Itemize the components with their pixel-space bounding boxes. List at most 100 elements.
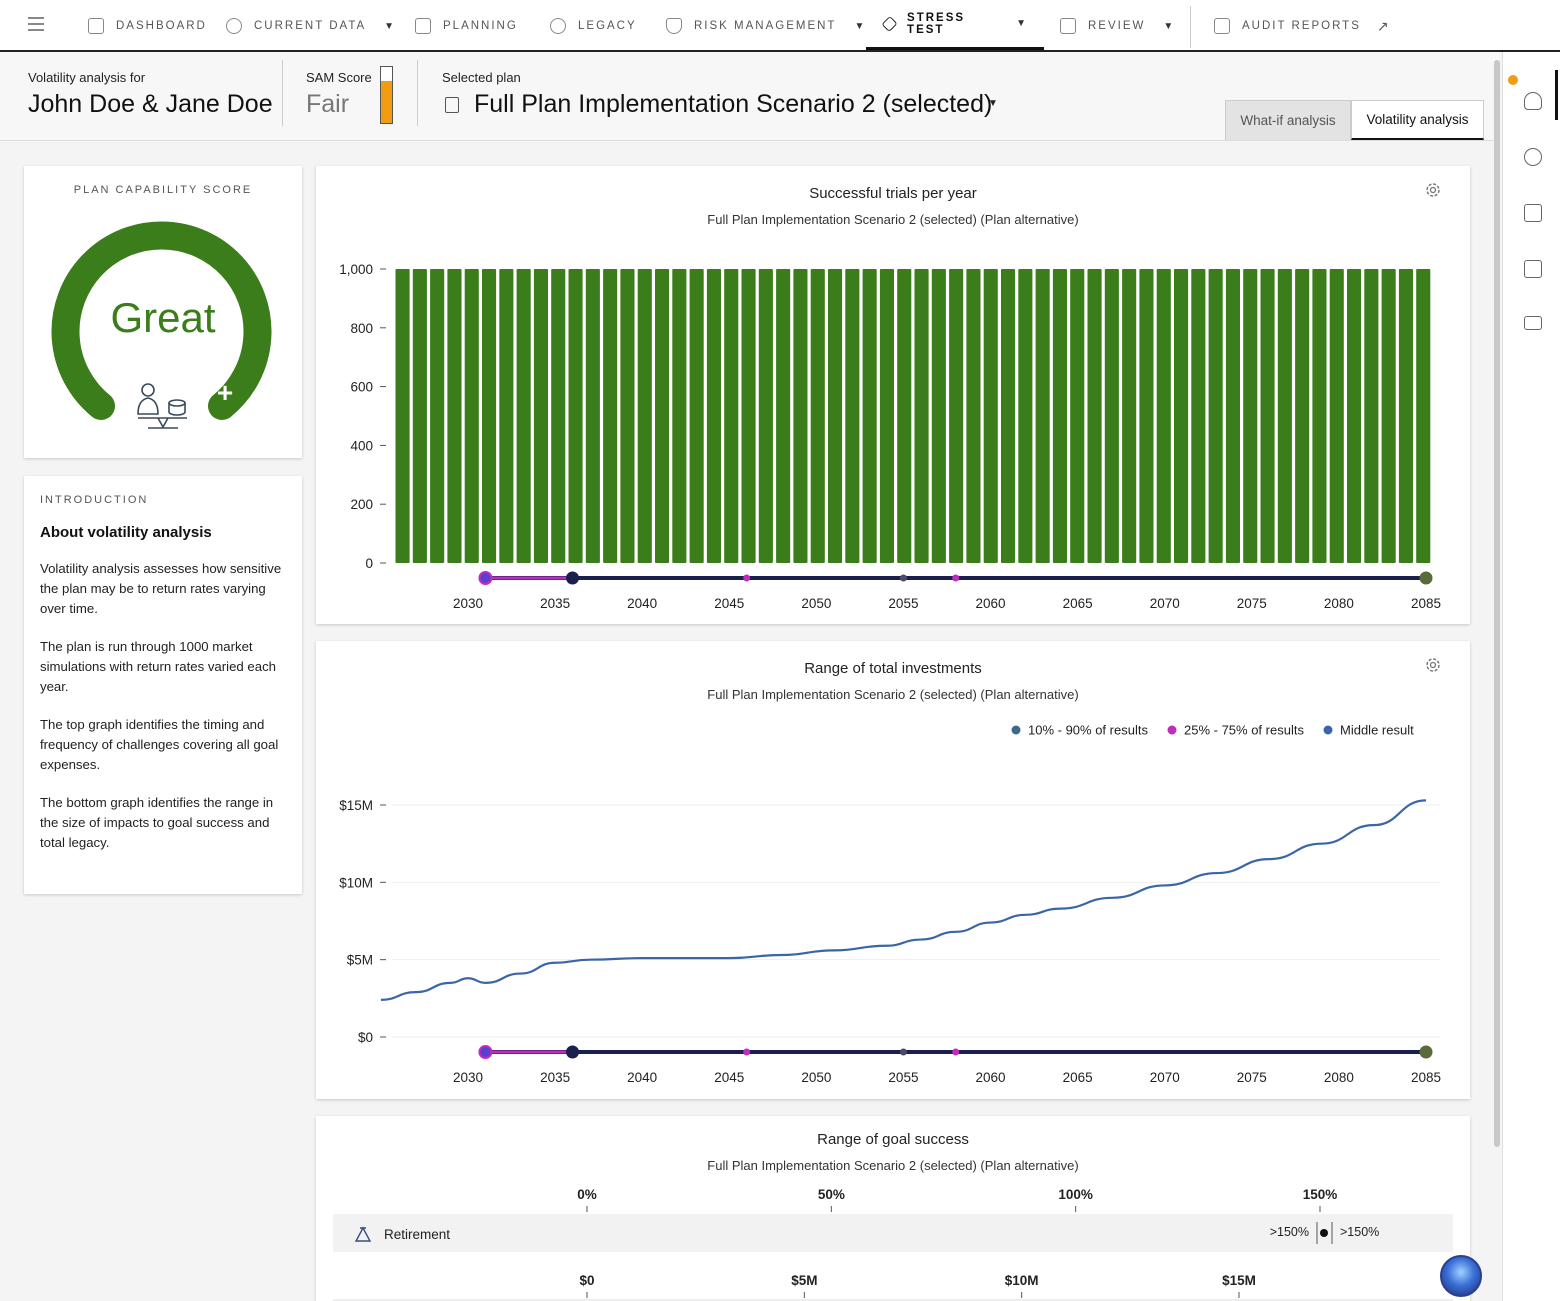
bar: [464, 269, 479, 563]
tab-volatility-analysis[interactable]: Volatility analysis: [1351, 100, 1484, 140]
x-tick-label: 2080: [1324, 596, 1354, 611]
people-icon: [226, 18, 242, 34]
y-tick-label: 0: [365, 556, 373, 571]
right-rail: [1502, 52, 1560, 1301]
person-coin-icon: [137, 383, 187, 429]
nav-divider: [1190, 6, 1191, 48]
bar: [1416, 269, 1431, 563]
bar: [1104, 269, 1119, 563]
goal-range-marker: [1320, 1229, 1328, 1237]
legend-label: 10% - 90% of results: [1028, 723, 1148, 738]
bar: [412, 269, 427, 563]
x-tick-label: 2085: [1411, 596, 1441, 611]
bar: [931, 269, 946, 563]
intro-title: About volatility analysis: [40, 524, 212, 541]
nav-current-data[interactable]: CURRENT DATA ▼: [226, 0, 394, 52]
bar: [706, 269, 721, 563]
chart-subtitle: Full Plan Implementation Scenario 2 (sel…: [707, 212, 1079, 227]
pct-tick-label: 0%: [577, 1187, 597, 1202]
x-tick-label: 2070: [1150, 596, 1180, 611]
chevron-down-icon: ▼: [1016, 18, 1026, 29]
plan-chevron-down-icon[interactable]: ▼: [988, 98, 998, 109]
bar: [1312, 269, 1327, 563]
dollar-tick-label: $10M: [1005, 1273, 1039, 1288]
nav-stress-test[interactable]: STRESS TEST ▼: [866, 0, 1044, 50]
bar: [568, 269, 583, 563]
header-divider: [282, 60, 283, 126]
bar: [983, 269, 998, 563]
rail-active-indicator: [1555, 70, 1558, 120]
bar: [1277, 269, 1292, 563]
bar: [1070, 269, 1085, 563]
planning-icon: [415, 18, 431, 34]
gauge-arc: [51, 221, 272, 420]
dollar-tick-label: $15M: [1222, 1273, 1256, 1288]
audit-icon: [1214, 18, 1230, 34]
note-icon[interactable]: [1524, 260, 1542, 278]
nav-legacy[interactable]: LEGACY: [550, 0, 637, 52]
plan-capability-card: PLAN CAPABILITY SCORE Great +: [24, 166, 302, 458]
chevron-down-icon: ▼: [854, 20, 865, 32]
chart-title: Range of goal success: [817, 1131, 969, 1148]
y-tick-label: 400: [350, 438, 373, 453]
nav-planning[interactable]: PLANNING: [415, 0, 518, 52]
plan-label: Selected plan: [442, 70, 521, 85]
lightbulb-icon[interactable]: [1524, 92, 1542, 110]
successful-trials-card: Successful trials per year Full Plan Imp…: [316, 166, 1470, 624]
bar: [1156, 269, 1171, 563]
shield-icon: [666, 18, 682, 34]
review-icon: [1060, 18, 1076, 34]
bar: [1018, 269, 1033, 563]
bar: [741, 269, 756, 563]
bar: [689, 269, 704, 563]
y-tick-label: $10M: [339, 875, 373, 890]
bar: [1139, 269, 1154, 563]
intro-paragraph: The top graph identifies the timing and …: [40, 717, 279, 772]
nav-review[interactable]: REVIEW ▼: [1060, 0, 1173, 52]
bar: [1035, 269, 1050, 563]
timeline-marker: [952, 1048, 960, 1056]
x-tick-label: 2050: [801, 1070, 831, 1085]
notification-dot: [1508, 75, 1518, 85]
bar: [1052, 269, 1067, 563]
bar: [1260, 269, 1275, 563]
assistant-fab-button[interactable]: [1440, 1255, 1482, 1297]
y-tick-label: 800: [350, 321, 373, 336]
bar: [1347, 269, 1362, 563]
nav-risk-management[interactable]: RISK MANAGEMENT ▼: [666, 0, 864, 52]
range-investments-chart: 10% - 90% of results 25% - 75% of results…: [339, 723, 1441, 1086]
settings-gear-icon[interactable]: [1424, 181, 1442, 199]
nav-audit-reports[interactable]: AUDIT REPORTS ↗: [1214, 0, 1389, 52]
plan-selector[interactable]: Full Plan Implementation Scenario 2 (sel…: [474, 90, 993, 118]
hamburger-menu-icon[interactable]: [28, 17, 44, 31]
intro-paragraph: Volatility analysis assesses how sensiti…: [40, 561, 282, 616]
bar: [1329, 269, 1344, 563]
bar: [1243, 269, 1258, 563]
client-name: John Doe & Jane Doe: [28, 90, 273, 118]
y-tick-label: 200: [350, 497, 373, 512]
dollar-tick-label: $0: [579, 1273, 594, 1288]
scrollbar[interactable]: [1494, 60, 1500, 1147]
x-tick-label: 2030: [453, 596, 483, 611]
bar: [499, 269, 514, 563]
x-tick-label: 2050: [801, 596, 831, 611]
intro-paragraph: The bottom graph identifies the range in…: [40, 795, 274, 850]
score-value: Great: [110, 294, 216, 341]
bar: [655, 269, 670, 563]
settings-gear-icon[interactable]: [1424, 656, 1442, 674]
range-investments-card: Range of total investments Full Plan Imp…: [316, 641, 1470, 1099]
retirement-icon-shape: [354, 1226, 372, 1242]
check-chart-icon[interactable]: [1524, 148, 1542, 166]
chart-title: Successful trials per year: [809, 185, 977, 202]
bar: [845, 269, 860, 563]
clipboard-icon[interactable]: [1524, 204, 1542, 222]
nav-dashboard[interactable]: DASHBOARD: [88, 0, 207, 52]
tab-what-if-analysis[interactable]: What-if analysis: [1225, 100, 1351, 140]
bar: [793, 269, 808, 563]
bar: [585, 269, 600, 563]
pct-tick-label: 50%: [818, 1187, 845, 1202]
comment-icon[interactable]: [1524, 316, 1542, 330]
chart-subtitle: Full Plan Implementation Scenario 2 (sel…: [707, 687, 1079, 702]
goal-row: [333, 1214, 1453, 1252]
timeline-marker: [478, 571, 493, 585]
